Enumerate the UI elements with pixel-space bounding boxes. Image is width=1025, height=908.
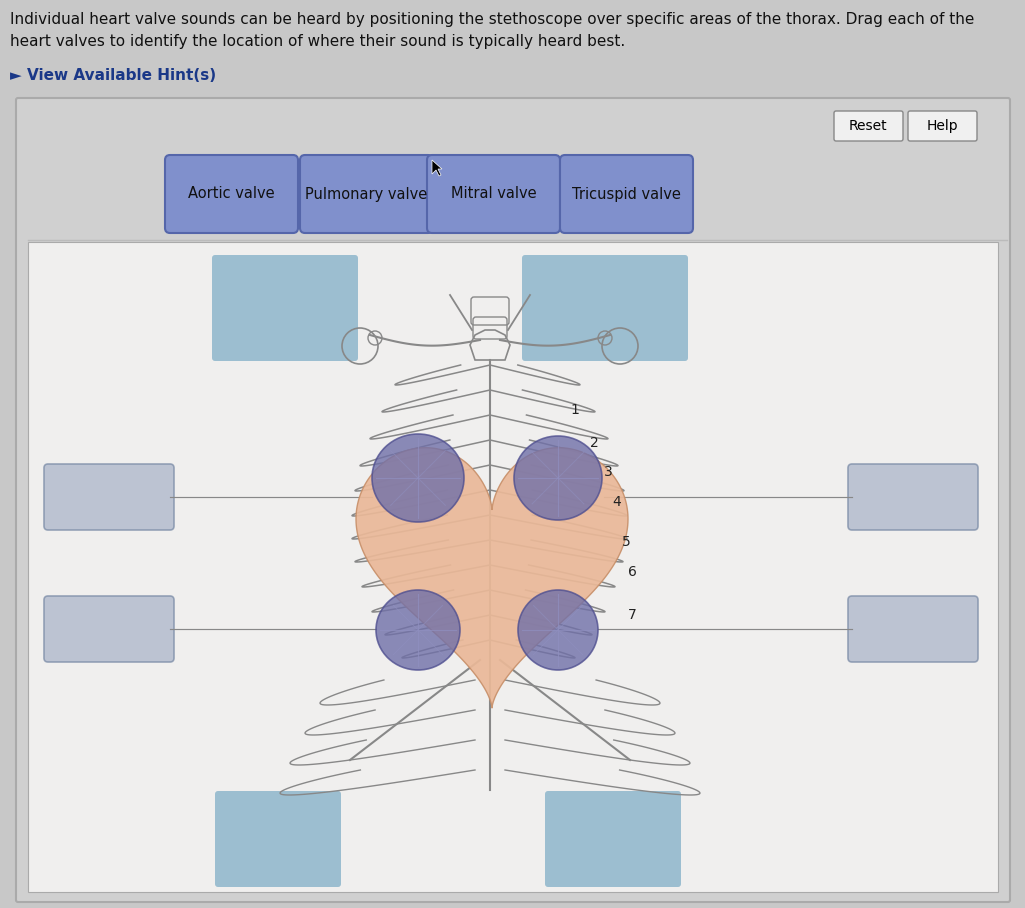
Text: Individual heart valve sounds can be heard by positioning the stethoscope over s: Individual heart valve sounds can be hea… [10,12,975,27]
Text: 1: 1 [570,403,579,417]
Ellipse shape [518,590,598,670]
Text: Pulmonary valve: Pulmonary valve [305,186,427,202]
FancyBboxPatch shape [560,155,693,233]
Text: 3: 3 [604,465,613,479]
Text: 4: 4 [612,495,621,509]
FancyBboxPatch shape [545,791,681,887]
FancyBboxPatch shape [165,155,298,233]
FancyBboxPatch shape [28,242,998,892]
FancyBboxPatch shape [16,98,1010,902]
Text: ► View Available Hint(s): ► View Available Hint(s) [10,68,216,83]
Polygon shape [356,448,628,708]
FancyBboxPatch shape [44,464,174,530]
Polygon shape [432,160,442,176]
FancyBboxPatch shape [834,111,903,141]
FancyBboxPatch shape [300,155,433,233]
Text: Reset: Reset [849,119,888,133]
FancyBboxPatch shape [522,255,688,361]
Text: heart valves to identify the location of where their sound is typically heard be: heart valves to identify the location of… [10,34,625,49]
FancyBboxPatch shape [427,155,560,233]
Text: Help: Help [927,119,957,133]
Text: Mitral valve: Mitral valve [451,186,536,202]
FancyBboxPatch shape [44,596,174,662]
Text: 2: 2 [590,436,599,450]
FancyBboxPatch shape [848,596,978,662]
Text: 7: 7 [628,608,637,622]
FancyBboxPatch shape [848,464,978,530]
Ellipse shape [376,590,460,670]
FancyBboxPatch shape [212,255,358,361]
Text: 6: 6 [628,565,637,579]
Text: Aortic valve: Aortic valve [189,186,275,202]
FancyBboxPatch shape [215,791,341,887]
Ellipse shape [514,436,602,520]
FancyBboxPatch shape [908,111,977,141]
Text: Tricuspid valve: Tricuspid valve [572,186,681,202]
Text: 5: 5 [622,535,630,549]
Ellipse shape [372,434,464,522]
